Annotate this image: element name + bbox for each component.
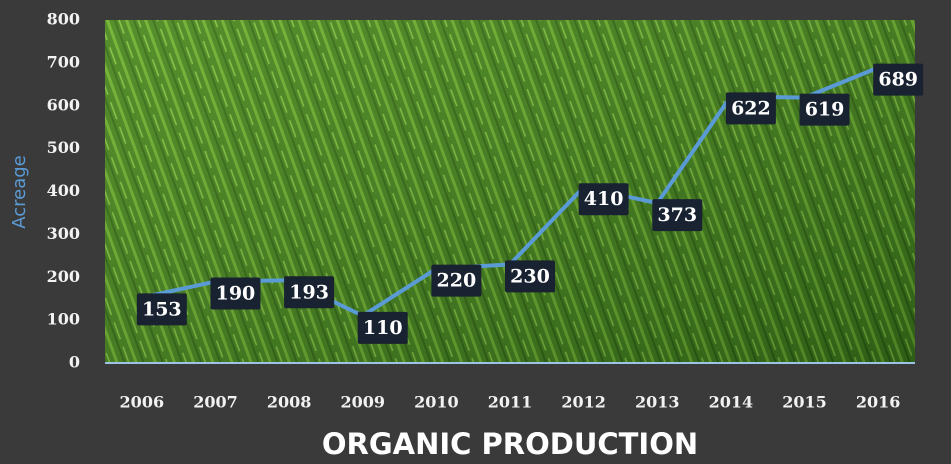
plot-shade	[105, 20, 915, 363]
x-tick-label: 2007	[193, 393, 238, 412]
value-label: 689	[878, 69, 918, 91]
y-tick-label: 500	[47, 138, 80, 157]
x-tick-label: 2010	[414, 393, 459, 412]
y-tick-label: 700	[47, 52, 80, 71]
y-tick-label: 100	[47, 310, 80, 329]
y-tick-label: 200	[47, 267, 80, 286]
x-tick-label: 2012	[561, 393, 606, 412]
y-tick-label: 400	[47, 181, 80, 200]
value-label: 410	[584, 188, 624, 210]
value-label: 110	[363, 317, 403, 339]
value-label: 622	[731, 97, 771, 119]
x-tick-label: 2011	[488, 393, 533, 412]
value-label: 230	[510, 265, 550, 287]
x-tick-label: 2008	[267, 393, 312, 412]
x-tick-label: 2014	[709, 393, 754, 412]
x-tick-label: 2013	[635, 393, 680, 412]
x-tick-label: 2009	[340, 393, 385, 412]
value-label: 190	[216, 283, 256, 305]
x-tick-label: 2015	[782, 393, 827, 412]
y-axis-label: Acreage	[9, 155, 30, 229]
value-label: 193	[289, 281, 329, 303]
x-tick-label: 2016	[856, 393, 901, 412]
value-label: 153	[142, 298, 182, 320]
y-tick-label: 600	[47, 95, 80, 114]
value-label: 619	[805, 99, 845, 121]
x-tick-label: 2006	[120, 393, 165, 412]
value-label: 220	[437, 270, 477, 292]
chart-title: ORGANIC PRODUCTION	[322, 427, 698, 461]
y-tick-label: 800	[47, 10, 80, 29]
chart: Acreage ORGANIC PRODUCTION 0 100 200 300 400…	[0, 0, 951, 464]
y-tick-label: 0	[69, 353, 80, 372]
value-label: 373	[657, 204, 697, 226]
y-tick-label: 300	[47, 224, 80, 243]
